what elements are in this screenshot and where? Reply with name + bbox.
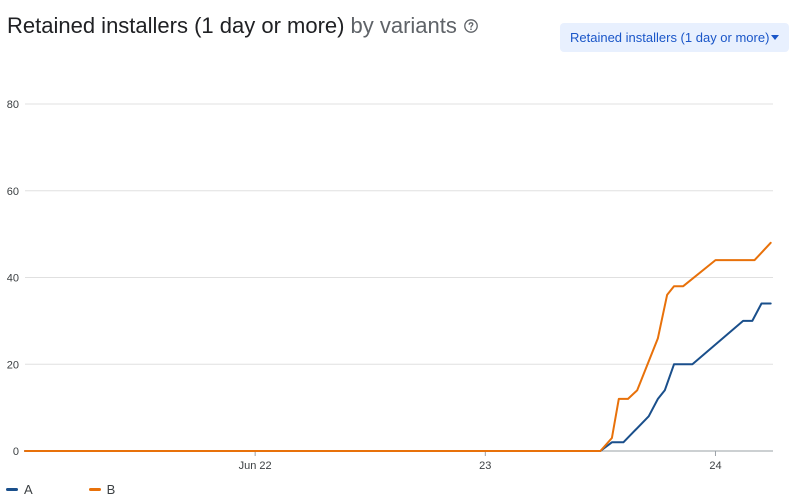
y-tick-label-80: 80 bbox=[7, 99, 19, 111]
legend-item-b[interactable]: B bbox=[88, 481, 116, 497]
legend-swatch-b bbox=[88, 487, 101, 491]
legend-label-b: B bbox=[106, 481, 116, 497]
y-tick-label-40: 40 bbox=[7, 273, 19, 285]
chart-legend: A B bbox=[6, 480, 171, 498]
x-tick-label-0: Jun 22 bbox=[239, 460, 272, 472]
y-tick-label-0: 0 bbox=[13, 446, 19, 458]
chart-header: Retained installers (1 day or more) by v… bbox=[7, 10, 479, 42]
chart-subtitle: by variants bbox=[350, 13, 457, 38]
legend-item-a[interactable]: A bbox=[6, 482, 33, 497]
x-tick-label-1: 23 bbox=[479, 460, 491, 472]
help-circle-icon[interactable] bbox=[463, 18, 479, 34]
legend-label-a: A bbox=[24, 481, 33, 497]
legend-swatch-a bbox=[6, 487, 18, 491]
x-tick-label-2: 24 bbox=[709, 460, 721, 472]
dropdown-arrow-icon bbox=[771, 35, 779, 40]
y-tick-label-20: 20 bbox=[7, 359, 19, 371]
metric-dropdown[interactable]: Retained installers (1 day or more) bbox=[560, 23, 789, 52]
y-tick-label-60: 60 bbox=[7, 186, 19, 198]
series-line-a[interactable] bbox=[24, 302, 772, 452]
metric-dropdown-label: Retained installers (1 day or more) bbox=[570, 30, 770, 45]
series-line-b[interactable] bbox=[24, 241, 772, 452]
chart-title: Retained installers (1 day or more) bbox=[7, 13, 345, 38]
